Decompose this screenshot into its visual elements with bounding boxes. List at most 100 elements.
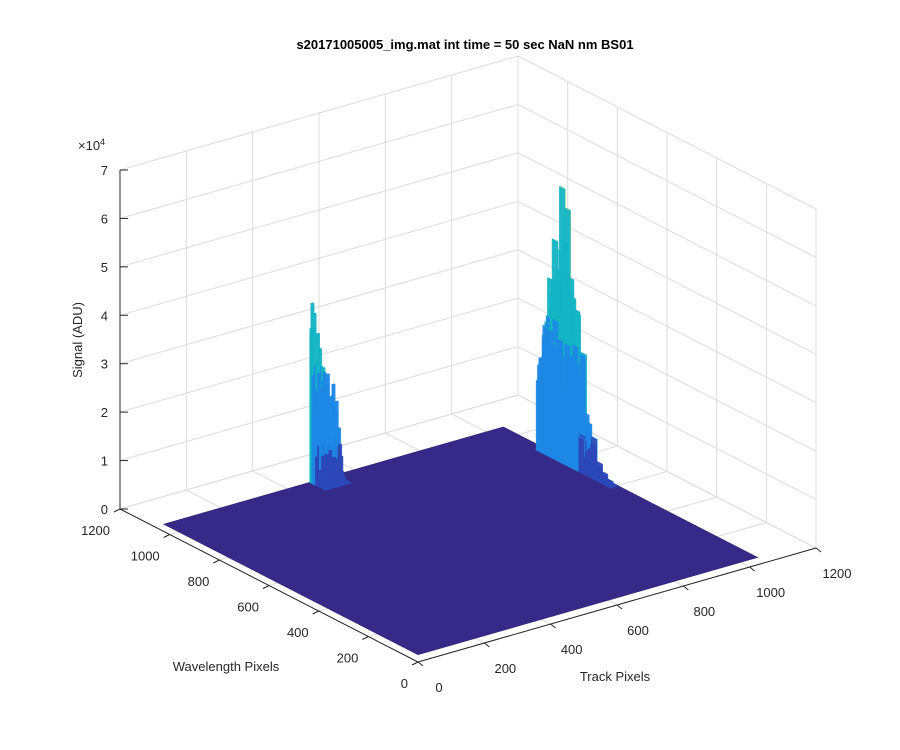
surface-facet — [564, 207, 572, 211]
x-axis-label: Track Pixels — [580, 669, 651, 684]
surface-facet — [558, 185, 567, 190]
surface-facet — [571, 343, 580, 348]
surface-facet — [315, 332, 321, 335]
surface-facet — [323, 489, 329, 491]
wall-grid-line — [517, 103, 817, 258]
surface-peak — [308, 302, 353, 491]
surface-facet — [599, 474, 607, 478]
surface-facet — [321, 380, 326, 383]
surface-facet — [321, 478, 327, 481]
surface-facet — [591, 464, 599, 468]
surface-facet — [316, 444, 322, 447]
surface-facet — [561, 239, 569, 244]
wall-grid-line — [119, 103, 519, 219]
z-tick-label: 0 — [101, 502, 108, 517]
surface-facet — [567, 379, 575, 383]
surface-facet — [567, 379, 574, 470]
surface-facet — [596, 474, 604, 478]
surface-facet — [590, 436, 598, 440]
surface-facet — [556, 337, 565, 342]
surface-facet — [578, 435, 585, 476]
z-tick-label: 1 — [101, 454, 108, 469]
z-tick-label: 3 — [101, 357, 108, 372]
y-tick-label: 200 — [337, 651, 359, 666]
x-tick-mark — [815, 547, 822, 553]
wall-grid-line — [517, 152, 817, 307]
surface-facet — [331, 434, 336, 437]
surface-facet — [587, 448, 596, 452]
x-tick-mark — [616, 604, 623, 610]
surface-facet — [318, 483, 323, 486]
surface-facet — [330, 475, 335, 478]
surface-facet — [338, 455, 344, 458]
surface-facet — [593, 477, 602, 481]
surface-facet — [323, 453, 329, 456]
axes — [113, 169, 822, 667]
x-tick-mark — [749, 566, 755, 572]
surface-facet — [574, 399, 582, 403]
surface-facet — [560, 282, 569, 286]
surface-facet — [327, 449, 333, 452]
surface-facet — [316, 372, 322, 375]
y-tick-label: 600 — [237, 600, 259, 615]
x-tick-mark — [683, 585, 689, 591]
surface-facet — [583, 457, 591, 461]
surface-facet — [588, 471, 596, 475]
surface-facet — [334, 475, 340, 478]
surface-facet — [329, 480, 334, 483]
surface-facet — [330, 406, 335, 409]
y-tick-mark — [163, 534, 170, 538]
surface-facet — [577, 435, 586, 440]
surface-facet — [584, 452, 592, 457]
tick-labels: 0200400600800100012000200400600800100012… — [81, 163, 851, 695]
surface-facet — [310, 302, 315, 305]
surface-facet — [552, 284, 561, 289]
surface-facet — [568, 374, 577, 378]
surface-facet — [587, 449, 595, 453]
z-tick-label: 5 — [101, 260, 108, 275]
y-axis-label: Wavelength Pixels — [173, 659, 280, 674]
surface-facet — [325, 373, 331, 376]
surface-facet — [585, 450, 593, 454]
y-tick-mark — [213, 559, 220, 564]
surface-facet — [314, 390, 320, 393]
surface-facet — [337, 443, 343, 446]
y-tick-mark — [411, 661, 419, 666]
z-tick-label: 2 — [101, 405, 108, 420]
surface-facet — [569, 355, 577, 359]
wall-grid-line — [119, 249, 519, 365]
surface-facet — [562, 386, 569, 467]
surface-facet — [334, 429, 340, 432]
surface-facet — [583, 456, 592, 460]
y-tick-mark — [312, 610, 319, 615]
surface-facet — [606, 478, 614, 483]
surface-facet — [552, 318, 560, 322]
surface-facet — [595, 474, 604, 479]
surface-facet — [589, 443, 598, 447]
z-tick-label: 6 — [101, 211, 108, 226]
y-tick-mark — [262, 585, 270, 589]
chart-title: s20171005005_img.mat int time = 50 sec N… — [296, 37, 633, 52]
surface-facet — [581, 420, 589, 425]
surface-facet — [546, 376, 553, 459]
y-tick-label: 0 — [401, 676, 408, 691]
surface-facet — [564, 342, 572, 347]
surface-facet — [535, 380, 542, 454]
surface-facet — [313, 413, 319, 416]
surface-facet — [582, 412, 590, 416]
surface-facet — [551, 341, 558, 462]
surface-facet — [331, 383, 336, 386]
surface-facet — [589, 466, 598, 470]
surface-facet — [576, 395, 584, 400]
surface-facet — [580, 425, 588, 430]
x-tick-label: 400 — [561, 642, 583, 657]
x-tick-label: 1200 — [823, 566, 852, 581]
surface-facet — [565, 288, 573, 292]
wall-grid-line — [119, 152, 519, 268]
x-tick-mark — [484, 642, 490, 648]
surface-facet — [589, 469, 597, 473]
surface-facet — [318, 365, 324, 368]
x-tick-label: 0 — [435, 680, 442, 695]
x-tick-mark — [417, 661, 424, 667]
